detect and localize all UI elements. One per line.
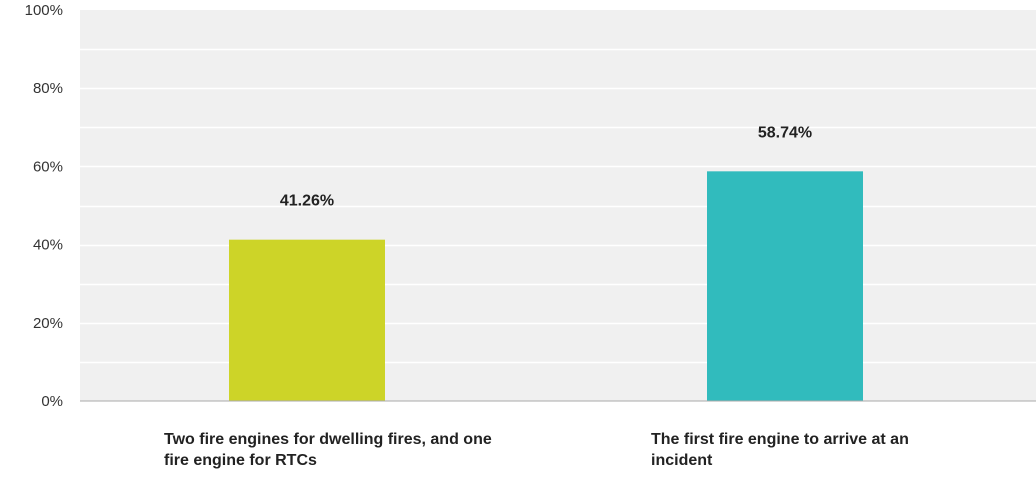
y-tick-label: 20% (33, 315, 63, 332)
category-label: Two fire engines for dwelling fires, and… (164, 431, 492, 469)
data-label: 58.74% (758, 124, 812, 141)
y-axis-ticks: 0% 20% 40% 60% 80% 100% (25, 2, 63, 410)
data-label: 41.26% (280, 193, 334, 210)
y-tick-label: 100% (25, 2, 63, 19)
y-tick-label: 80% (33, 80, 63, 97)
bar (707, 171, 863, 401)
bar (229, 239, 385, 401)
plot-background (80, 10, 1036, 401)
bars (229, 171, 863, 401)
y-tick-label: 40% (33, 237, 63, 254)
category-label: The first fire engine to arrive at an in… (651, 431, 909, 469)
y-tick-label: 60% (33, 158, 63, 175)
y-tick-label: 0% (41, 393, 63, 410)
data-labels: 41.26% 58.74% (280, 124, 812, 209)
